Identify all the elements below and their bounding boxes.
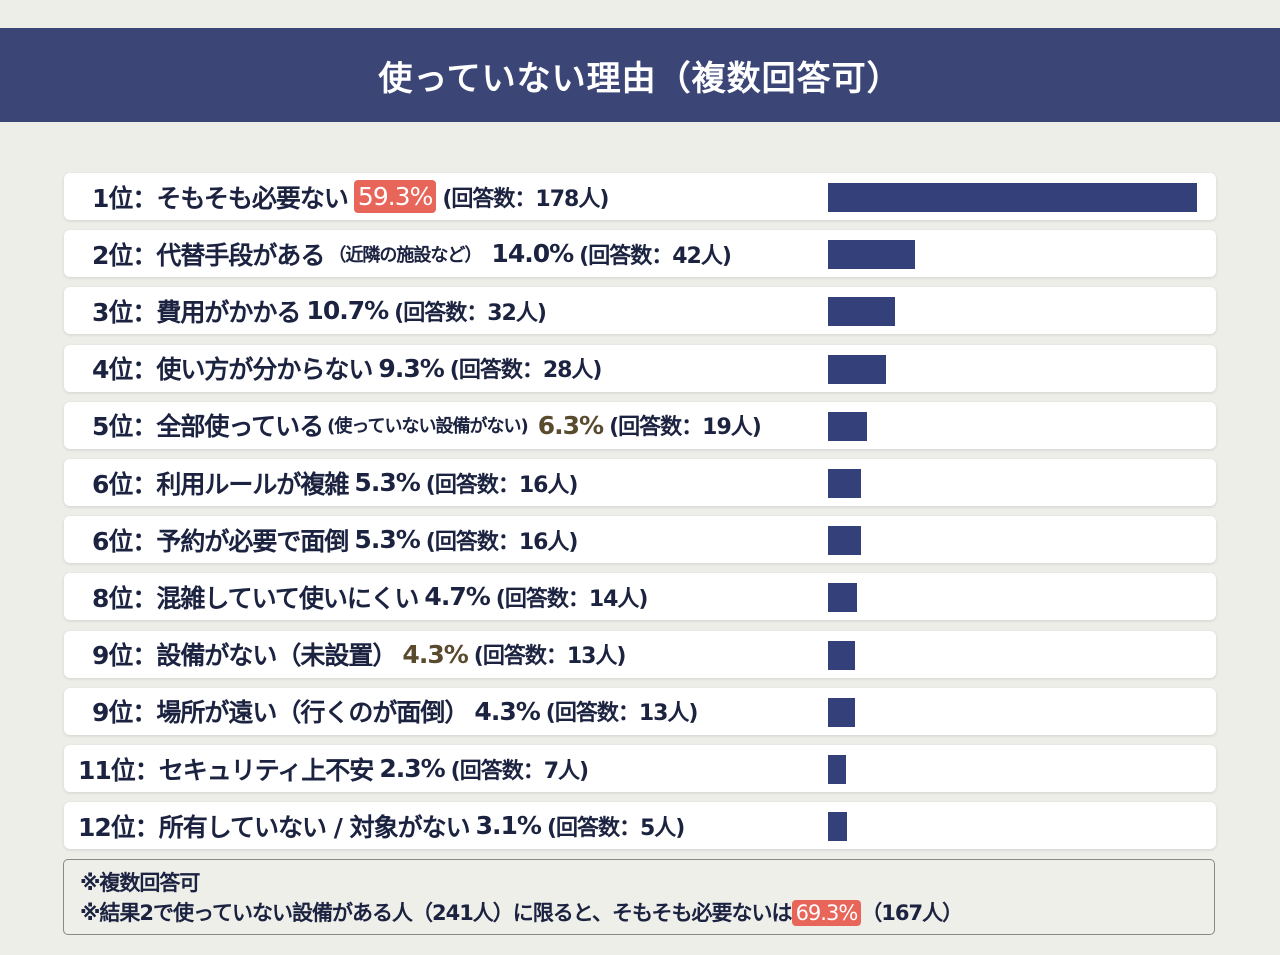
- bar: [828, 411, 868, 441]
- pct-label: 5.3%: [354, 525, 420, 555]
- rank: 12位：: [78, 812, 160, 842]
- bar-label: 3位： 費用がかかる 10.7% (回答数：32人): [92, 287, 547, 334]
- label-text: 所有していない / 対象がない: [158, 812, 471, 842]
- bar-row: 9位： 場所が遠い（行くのが面倒） 4.3% (回答数：13人): [64, 687, 1216, 735]
- label-text: 費用がかかる: [156, 297, 301, 327]
- bar-label: 12位： 所有していない / 対象がない 3.1% (回答数：5人): [78, 802, 685, 849]
- bar-label: 9位： 場所が遠い（行くのが面倒） 4.3% (回答数：13人): [92, 688, 698, 735]
- bar: [828, 640, 855, 670]
- footnote-count: （167人）: [861, 901, 963, 925]
- pct-label: 5.3%: [354, 468, 420, 497]
- count-label: (回答数：19人): [609, 415, 762, 441]
- pct-label: 59.3%: [353, 180, 437, 213]
- footnote-line-1: ※複数回答可: [80, 871, 200, 895]
- rank: 1位：: [92, 183, 157, 213]
- bar-row: 12位： 所有していない / 対象がない 3.1% (回答数：5人): [64, 802, 1216, 850]
- bar: [828, 812, 848, 842]
- count-label: (回答数：16人): [425, 472, 579, 498]
- count-label: (回答数：13人): [545, 701, 699, 727]
- count-label: (回答数：178人): [442, 186, 609, 212]
- pct-label: 2.3%: [379, 754, 445, 783]
- rank: 9位：: [92, 698, 157, 728]
- rank: 8位：: [92, 583, 157, 613]
- count-label: (回答数：28人): [449, 358, 603, 384]
- bar-row: 11位： セキュリティ上不安 2.3% (回答数：7人): [64, 745, 1216, 792]
- bar-label: 6位： 予約が必要で面倒 5.3% (回答数：16人): [92, 516, 578, 563]
- bar: [828, 297, 895, 327]
- bar-label: 5位： 全部使っている (使っていない設備がない) 6.3% (回答数：19人): [92, 402, 762, 449]
- label-text: 場所が遠い（行くのが面倒）: [156, 698, 469, 728]
- bar-row: 6位： 予約が必要で面倒 5.3% (回答数：16人): [64, 516, 1216, 564]
- pct-label: 10.7%: [306, 296, 389, 326]
- bar-label: 8位： 混雑していて使いにくい 4.7% (回答数：14人): [92, 573, 648, 620]
- bar-label: 11位： セキュリティ上不安 2.3% (回答数：7人): [78, 745, 589, 792]
- pct-label: 6.3%: [537, 410, 604, 440]
- bar-row: 5位： 全部使っている (使っていない設備がない) 6.3% (回答数：19人): [64, 401, 1216, 449]
- footnote-box: ※複数回答可 ※結果2で使っていない設備がある人（241人）に限ると、そもそも必…: [63, 859, 1215, 935]
- count-label: (回答数：42人): [579, 243, 732, 269]
- bar: [828, 697, 855, 727]
- count-label: (回答数：7人): [450, 758, 589, 784]
- label-text: 利用ルールが複雑: [156, 469, 349, 499]
- rank: 3位：: [92, 297, 157, 327]
- label-text: 代替手段がある: [156, 240, 325, 270]
- count-label: (回答数：5人): [546, 815, 685, 841]
- rank: 5位：: [92, 412, 157, 442]
- rank: 9位：: [92, 641, 157, 671]
- bar-row: 4位： 使い方が分からない 9.3% (回答数：28人): [64, 344, 1216, 392]
- bar-row: 3位： 費用がかかる 10.7% (回答数：32人): [64, 287, 1216, 335]
- bar: [828, 183, 1197, 212]
- pct-label: 4.3%: [474, 696, 540, 726]
- bar: [828, 240, 916, 270]
- chart-header: 使っていない理由（複数回答可）: [0, 28, 1280, 122]
- bar-row: 2位： 代替手段がある （近隣の施設など） 14.0% (回答数：42人): [64, 230, 1216, 278]
- count-label: (回答数：32人): [394, 300, 547, 326]
- bar-row: 9位： 設備がない（未設置） 4.3% (回答数：13人): [64, 630, 1216, 678]
- bar-label: 9位： 設備がない（未設置） 4.3% (回答数：13人): [92, 631, 626, 678]
- bar-label: 2位： 代替手段がある （近隣の施設など） 14.0% (回答数：42人): [92, 230, 732, 277]
- count-label: (回答数：14人): [495, 586, 649, 612]
- pct-label: 14.0%: [491, 239, 574, 269]
- rank: 6位：: [92, 526, 157, 556]
- bar-row: 8位： 混雑していて使いにくい 4.7% (回答数：14人): [64, 573, 1216, 621]
- bar-label: 1位： そもそも必要ない 59.3% (回答数：178人): [92, 173, 609, 220]
- label-text: 混雑していて使いにくい: [156, 583, 419, 613]
- footnote-line-2: ※結果2で使っていない設備がある人（241人）に限ると、そもそも必要ないは 69.…: [80, 898, 1198, 928]
- count-label: (回答数：13人): [473, 644, 627, 670]
- pct-label: 4.7%: [424, 582, 490, 612]
- label-text: 全部使っている: [156, 412, 324, 442]
- bar-row: 6位： 利用ルールが複雑 5.3% (回答数：16人): [64, 459, 1216, 506]
- bar-label: 6位： 利用ルールが複雑 5.3% (回答数：16人): [92, 459, 578, 506]
- bar: [828, 354, 886, 384]
- rank: 11位：: [78, 755, 160, 785]
- label-text: セキュリティ上不安: [158, 755, 375, 785]
- count-label: (回答数：16人): [425, 529, 579, 555]
- bar: [828, 469, 861, 498]
- note: （近隣の施設など）: [328, 244, 482, 266]
- pct-label: 3.1%: [475, 811, 542, 841]
- pct-label: 9.3%: [378, 353, 444, 383]
- bar: [828, 583, 858, 613]
- label-text: 設備がない（未設置）: [156, 641, 397, 671]
- rank: 6位：: [92, 469, 157, 499]
- bar: [828, 526, 861, 556]
- rank: 4位：: [92, 355, 157, 385]
- label-text: そもそも必要ない: [156, 183, 349, 213]
- bar: [828, 755, 846, 784]
- label-text: 予約が必要で面倒: [156, 526, 349, 556]
- footnote-highlight-pct: 69.3%: [791, 900, 862, 926]
- bar-row: 1位： そもそも必要ない 59.3% (回答数：178人): [64, 173, 1216, 220]
- label-text: 使い方が分からない: [156, 355, 373, 385]
- note: (使っていない設備がない): [327, 416, 529, 438]
- chart-title: 使っていない理由（複数回答可）: [378, 58, 902, 99]
- pct-label: 4.3%: [402, 639, 468, 669]
- bar-label: 4位： 使い方が分からない 9.3% (回答数：28人): [92, 345, 602, 392]
- footnote-text: ※結果2で使っていない設備がある人（241人）に限ると、そもそも必要ないは: [80, 901, 793, 925]
- rank: 2位：: [92, 240, 157, 270]
